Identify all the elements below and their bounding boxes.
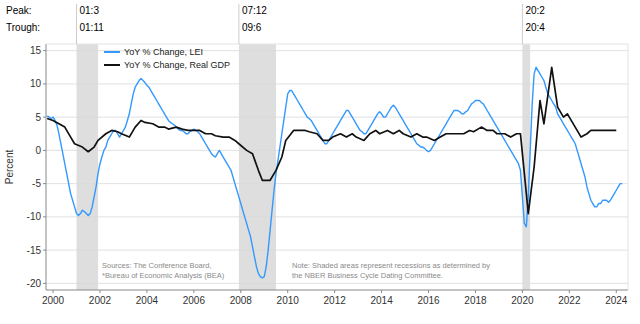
x-axis-line: [46, 290, 628, 291]
grid-line: [46, 250, 628, 251]
legend: YoY % Change, LEI YoY % Change, Real GDP: [104, 47, 230, 70]
source-text-line: Sources: The Conference Board,: [102, 261, 212, 270]
note-text: Note: Shaded areas represent recessions …: [292, 261, 490, 280]
recession-marker-line: [238, 4, 239, 44]
grid-line: [46, 83, 628, 84]
recession-marker-line: [522, 4, 523, 44]
x-tick-label: 2022: [558, 295, 581, 306]
x-tick-label: 2000: [42, 295, 65, 306]
x-tick-label: 2006: [183, 295, 206, 306]
plot-background: [46, 44, 628, 290]
plot-area: [46, 44, 628, 290]
y-tick-label: 0: [35, 145, 41, 156]
x-tick-label: 2010: [277, 295, 300, 306]
x-tick-label: 2012: [324, 295, 347, 306]
legend-swatch: [104, 64, 120, 66]
y-tick-label: 10: [30, 78, 42, 89]
series-line: [47, 67, 622, 278]
x-tick-label: 2008: [230, 295, 253, 306]
legend-swatch: [104, 51, 120, 53]
y-axis-label: Percent: [4, 150, 15, 185]
source-text: Sources: The Conference Board,*Bureau of…: [102, 261, 225, 280]
legend-label: YoY % Change, Real GDP: [124, 60, 230, 70]
trough-label: 09:6: [242, 22, 262, 33]
note-text-line: Note: Shaded areas represent recessions …: [292, 261, 490, 270]
x-tick-label: 2020: [511, 295, 534, 306]
y-tick-label: -15: [27, 245, 42, 256]
chart: -20 -15 -10 -5 0 5 10 15 2000 2002 2004 2006 2008 201…: [0, 0, 640, 324]
y-tick-label: -10: [27, 211, 42, 222]
plot-frame-top: [46, 44, 628, 45]
axes: -20 -15 -10 -5 0 5 10 15 2000 2002 2004 2006 2008 201…: [27, 44, 628, 306]
y-tick-label: 15: [30, 45, 42, 56]
peak-label: 07:12: [242, 5, 267, 16]
x-tick-label: 2002: [89, 295, 112, 306]
y-tick-label: -5: [32, 178, 41, 189]
recession-marker-line: [76, 4, 77, 44]
trough-label: 01:11: [80, 22, 105, 33]
peak-label: 20:2: [525, 5, 545, 16]
grid-line: [46, 216, 628, 217]
grid-line: [46, 117, 628, 118]
x-tick-label: 2016: [417, 295, 440, 306]
x-tick-label: 2024: [605, 295, 628, 306]
y-tick-label: 5: [35, 112, 41, 123]
x-tick-label: 2004: [136, 295, 159, 306]
y-tick-label: -20: [27, 278, 42, 289]
y-axis-line: [46, 44, 47, 290]
trough-label: 20:4: [525, 22, 545, 33]
peak-trough-header: Peak: Trough: 01:3 01:11 07:12 09:6 20:2 20:4: [6, 4, 545, 44]
trough-header: Trough:: [6, 22, 40, 33]
plot-frame-right: [628, 44, 629, 290]
grid-line: [46, 150, 628, 151]
legend-label: YoY % Change, LEI: [124, 47, 203, 57]
x-tick-label: 2018: [464, 295, 487, 306]
series-line: [47, 67, 616, 213]
grid-line: [46, 283, 628, 284]
grid-line: [46, 183, 628, 184]
source-text-line: *Bureau of Economic Analysis (BEA): [102, 271, 225, 280]
recession-shading: [77, 44, 99, 290]
note-text-line: the NBER Business Cycle Dating Committee…: [292, 271, 443, 280]
x-tick-label: 2014: [370, 295, 393, 306]
peak-header: Peak:: [6, 5, 32, 16]
peak-label: 01:3: [80, 5, 100, 16]
